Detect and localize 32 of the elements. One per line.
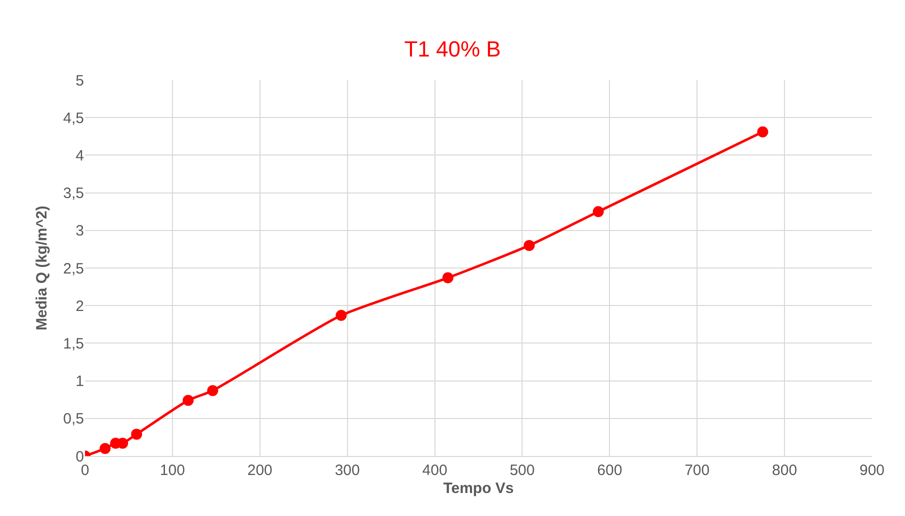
y-tick-label: 3,5 xyxy=(63,185,84,202)
y-tick-label: 2 xyxy=(76,298,84,315)
point xyxy=(442,272,454,284)
y-tick-label: 1,5 xyxy=(63,335,84,352)
x-tick-label: 500 xyxy=(510,462,535,479)
point xyxy=(207,385,218,396)
point xyxy=(757,126,768,138)
y-tick-label: 0 xyxy=(76,448,84,466)
chart-title: T1 40% B xyxy=(404,36,501,62)
x-tick-label: 600 xyxy=(597,462,622,479)
y-axis-title: Media Q (kg/m^2) xyxy=(33,206,50,330)
x-tick-label: 100 xyxy=(160,462,185,479)
x-tick-label: 700 xyxy=(684,462,710,479)
y-tick-label: 4 xyxy=(76,147,84,164)
y-tick-label: 3 xyxy=(76,222,84,240)
point xyxy=(524,240,535,251)
y-tick-label: 5 xyxy=(76,72,84,90)
x-tick-label: 200 xyxy=(247,462,272,479)
x-tick-label: 900 xyxy=(859,462,885,479)
y-tick-label: 0,5 xyxy=(63,410,84,428)
point xyxy=(336,310,347,321)
point xyxy=(131,428,142,440)
y-tick-label: 1 xyxy=(76,373,84,390)
point xyxy=(182,394,194,406)
x-tick-label: 400 xyxy=(422,462,448,479)
x-axis-title: Tempo Vs xyxy=(443,480,514,497)
x-tick-label: 300 xyxy=(334,462,360,479)
y-tick-label: 2,5 xyxy=(63,260,84,278)
y-tick-label: 4,5 xyxy=(63,110,84,127)
x-tick-label: 800 xyxy=(772,462,798,479)
point xyxy=(100,442,111,454)
point xyxy=(592,206,604,218)
